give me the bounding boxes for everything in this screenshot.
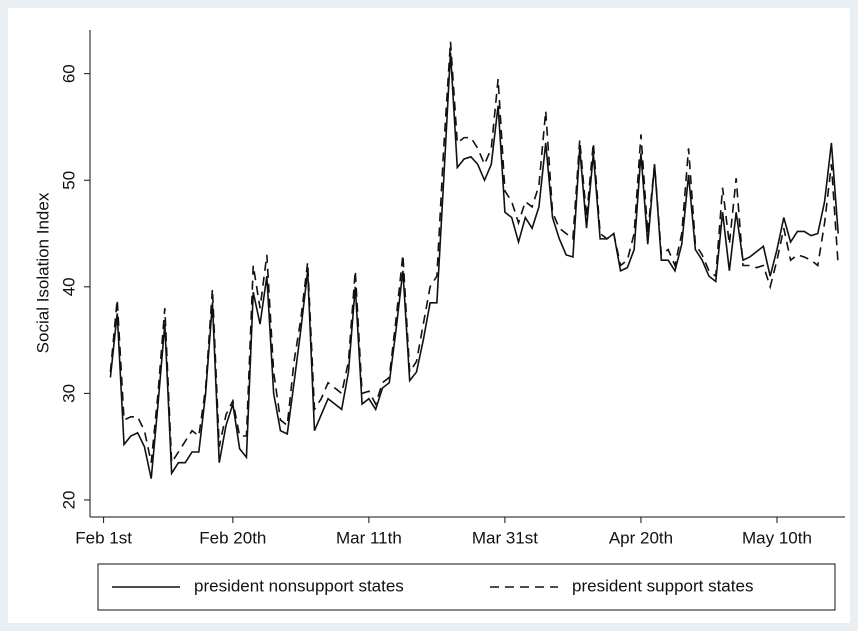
legend-label: president nonsupport states — [194, 576, 404, 595]
legend — [97, 563, 836, 611]
y-axis-label: Social Isolation Index — [33, 192, 52, 353]
y-tick-label: 60 — [59, 64, 78, 83]
y-tick-label: 20 — [59, 490, 78, 509]
x-tick-label: Apr 20th — [609, 528, 673, 547]
y-tick-label: 50 — [59, 171, 78, 190]
x-tick-label: Mar 11th — [336, 528, 402, 547]
y-tick-label: 40 — [59, 277, 78, 296]
data-line — [109, 41, 839, 466]
x-tick-label: Feb 20th — [199, 528, 266, 547]
y-tick-label: 30 — [59, 384, 78, 403]
x-tick-label: Mar 31st — [472, 528, 538, 547]
x-tick-label: Feb 1st — [75, 528, 132, 547]
data-line — [109, 52, 839, 479]
x-tick-label: May 10th — [742, 528, 812, 547]
legend-label: president support states — [572, 576, 753, 595]
graph-region — [8, 8, 850, 623]
